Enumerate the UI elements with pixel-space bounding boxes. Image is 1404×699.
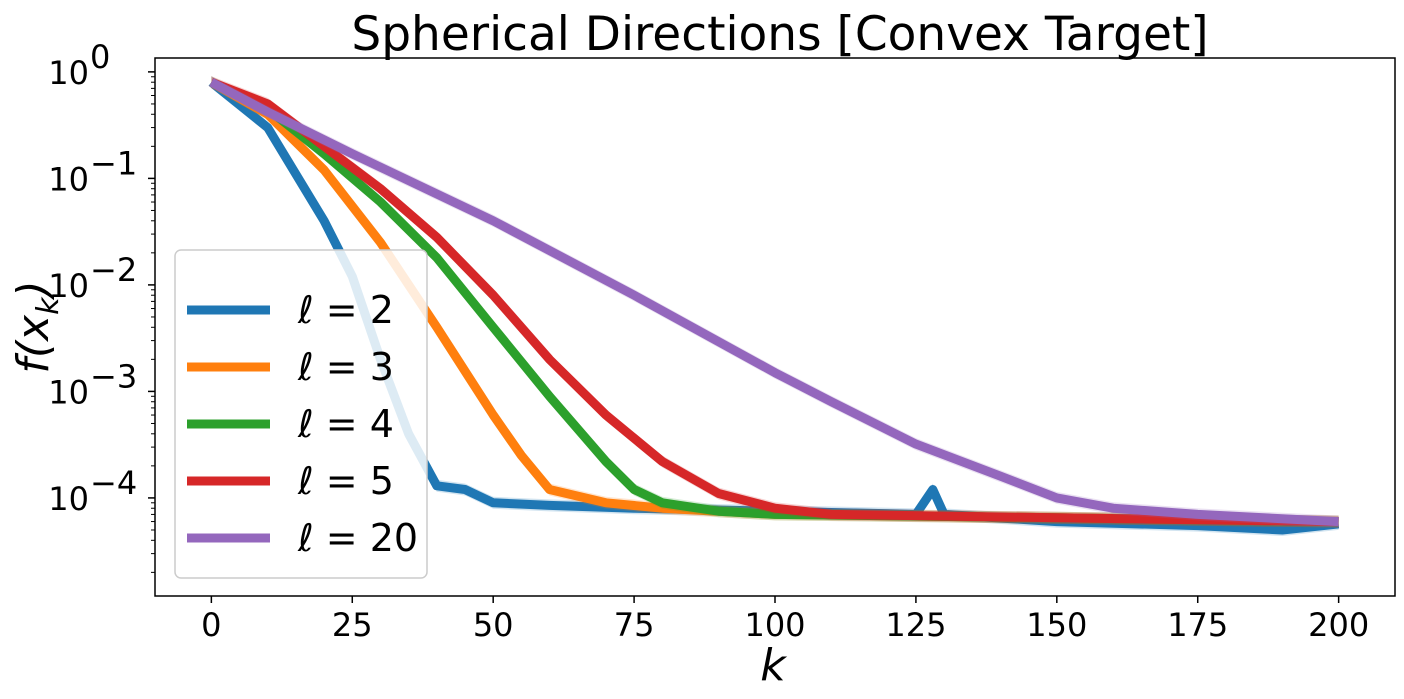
plot-area: [208, 76, 1340, 536]
y-tick-exponent: −4: [90, 464, 137, 502]
y-tick-label: 10: [48, 373, 89, 411]
y-tick-exponent: −3: [90, 357, 137, 395]
legend-label: ℓ = 3: [297, 345, 394, 389]
legend-label: ℓ = 20: [297, 516, 418, 560]
x-tick-label: 25: [332, 606, 373, 644]
y-tick-label: 10: [48, 267, 89, 305]
y-tick-exponent: −1: [90, 144, 137, 182]
x-tick-label: 50: [473, 606, 514, 644]
x-tick-label: 100: [744, 606, 805, 644]
x-tick-label: 75: [614, 606, 655, 644]
y-tick-label: 10: [48, 54, 89, 92]
series-5-line: [209, 78, 1339, 527]
legend: ℓ = 2 ℓ = 3 ℓ = 4 ℓ = 5 ℓ = 20: [174, 249, 428, 579]
y-tick-label: 10: [48, 160, 89, 198]
series-4-line: [209, 78, 1339, 527]
y-tick-exponent: 0: [90, 38, 110, 76]
x-tick-label: 200: [1308, 606, 1369, 644]
y-axis-label-text: f(xk): [8, 280, 66, 373]
x-axis-label: k: [760, 640, 787, 691]
y-tick-exponent: −2: [90, 251, 137, 289]
series-3-line: [209, 78, 1339, 527]
x-tick-label: 125: [885, 606, 946, 644]
chart-title: Spherical Directions [Convex Target]: [351, 7, 1208, 62]
x-tick-label: 150: [1026, 606, 1087, 644]
legend-label: ℓ = 5: [297, 459, 394, 503]
legend-box: [174, 249, 428, 579]
x-tick-label: 0: [201, 606, 221, 644]
y-tick-label: 10: [48, 480, 89, 518]
x-tick-label: 175: [1167, 606, 1228, 644]
legend-label: ℓ = 2: [297, 288, 394, 332]
x-axis: 0 25 50 75 100 125 150 175 200: [201, 596, 1369, 644]
legend-label: ℓ = 4: [297, 402, 394, 446]
y-axis-label: f(xk): [8, 280, 66, 373]
